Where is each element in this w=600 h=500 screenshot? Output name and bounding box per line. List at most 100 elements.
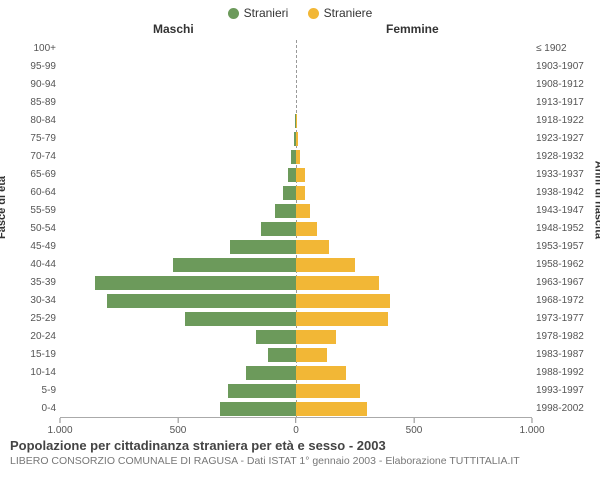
pyramid-row: 50-541948-1952 [60, 220, 532, 238]
legend-label-female: Straniere [324, 6, 373, 20]
x-tick: 500 [170, 418, 187, 436]
age-label: 20-24 [16, 328, 56, 346]
age-label: 15-19 [16, 346, 56, 364]
bar-male [230, 240, 296, 254]
bar-male [283, 186, 296, 200]
bar-female [296, 294, 390, 308]
bar-female [296, 402, 367, 416]
bar-male [256, 330, 296, 344]
birth-year-label: 1978-1982 [536, 328, 594, 346]
birth-year-label: 1948-1952 [536, 220, 594, 238]
pyramid-row: 85-891913-1917 [60, 94, 532, 112]
age-label: 95-99 [16, 58, 56, 76]
age-label: 35-39 [16, 274, 56, 292]
bar-female [296, 150, 300, 164]
chart-subtitle: LIBERO CONSORZIO COMUNALE DI RAGUSA - Da… [10, 455, 590, 467]
bar-male [261, 222, 296, 236]
x-tick-label: 1.000 [47, 425, 72, 436]
bar-female [296, 384, 360, 398]
birth-year-label: 1993-1997 [536, 382, 594, 400]
birth-year-label: 1933-1937 [536, 166, 594, 184]
legend-swatch-female [308, 8, 319, 19]
pyramid-row: 0-41998-2002 [60, 400, 532, 418]
birth-year-label: 1903-1907 [536, 58, 594, 76]
pyramid-row: 5-91993-1997 [60, 382, 532, 400]
bar-male [268, 348, 296, 362]
age-label: 50-54 [16, 220, 56, 238]
birth-year-label: 1943-1947 [536, 202, 594, 220]
plot-area: 100+≤ 190295-991903-190790-941908-191285… [60, 40, 532, 418]
x-tick: 1.000 [47, 418, 72, 436]
header-male: Maschi [153, 22, 194, 36]
bar-female [296, 366, 346, 380]
bar-female [296, 114, 297, 128]
legend-item-female: Straniere [308, 6, 373, 20]
birth-year-label: 1998-2002 [536, 400, 594, 418]
legend-label-male: Stranieri [244, 6, 289, 20]
bar-male [288, 168, 296, 182]
pyramid-row: 15-191983-1987 [60, 346, 532, 364]
pyramid-row: 10-141988-1992 [60, 364, 532, 382]
bar-female [296, 204, 310, 218]
bar-male [228, 384, 296, 398]
birth-year-label: 1988-1992 [536, 364, 594, 382]
bar-female [296, 312, 388, 326]
bar-male [173, 258, 296, 272]
bar-male [246, 366, 296, 380]
birth-year-label: 1923-1927 [536, 130, 594, 148]
bar-male [220, 402, 296, 416]
birth-year-label: 1973-1977 [536, 310, 594, 328]
x-tick: 1.000 [519, 418, 544, 436]
pyramid-row: 45-491953-1957 [60, 238, 532, 256]
age-label: 85-89 [16, 94, 56, 112]
age-label: 40-44 [16, 256, 56, 274]
bar-female [296, 240, 329, 254]
age-label: 30-34 [16, 292, 56, 310]
pyramid-row: 55-591943-1947 [60, 202, 532, 220]
bar-female [296, 348, 327, 362]
pyramid-row: 65-691933-1937 [60, 166, 532, 184]
x-tick-label: 500 [170, 425, 187, 436]
pyramid-row: 100+≤ 1902 [60, 40, 532, 58]
pyramid-row: 70-741928-1932 [60, 148, 532, 166]
age-label: 75-79 [16, 130, 56, 148]
birth-year-label: 1918-1922 [536, 112, 594, 130]
age-label: 90-94 [16, 76, 56, 94]
age-label: 25-29 [16, 310, 56, 328]
pyramid-chart: Fasce di età Anni di nascita 100+≤ 19029… [0, 40, 600, 438]
legend-item-male: Stranieri [228, 6, 289, 20]
bar-male [275, 204, 296, 218]
birth-year-label: 1913-1917 [536, 94, 594, 112]
bar-female [296, 258, 355, 272]
bar-female [296, 186, 305, 200]
birth-year-label: 1908-1912 [536, 76, 594, 94]
bar-female [296, 132, 298, 146]
age-label: 60-64 [16, 184, 56, 202]
age-label: 45-49 [16, 238, 56, 256]
bar-female [296, 222, 317, 236]
x-tick: 500 [406, 418, 423, 436]
birth-year-label: 1938-1942 [536, 184, 594, 202]
pyramid-row: 30-341968-1972 [60, 292, 532, 310]
birth-year-label: ≤ 1902 [536, 40, 594, 58]
x-tick: 0 [293, 418, 299, 436]
legend: Stranieri Straniere [0, 0, 600, 22]
pyramid-row: 90-941908-1912 [60, 76, 532, 94]
birth-year-label: 1983-1987 [536, 346, 594, 364]
bar-male [107, 294, 296, 308]
bar-male [185, 312, 296, 326]
birth-year-label: 1958-1962 [536, 256, 594, 274]
x-axis: 1.00050005001.000 [60, 418, 532, 438]
pyramid-row: 95-991903-1907 [60, 58, 532, 76]
age-label: 70-74 [16, 148, 56, 166]
x-tick-label: 1.000 [519, 425, 544, 436]
pyramid-row: 35-391963-1967 [60, 274, 532, 292]
column-headers: Maschi Femmine [0, 22, 600, 40]
age-label: 65-69 [16, 166, 56, 184]
pyramid-row: 25-291973-1977 [60, 310, 532, 328]
bar-female [296, 168, 305, 182]
x-tick-label: 0 [293, 425, 299, 436]
pyramid-row: 20-241978-1982 [60, 328, 532, 346]
age-label: 80-84 [16, 112, 56, 130]
pyramid-row: 60-641938-1942 [60, 184, 532, 202]
